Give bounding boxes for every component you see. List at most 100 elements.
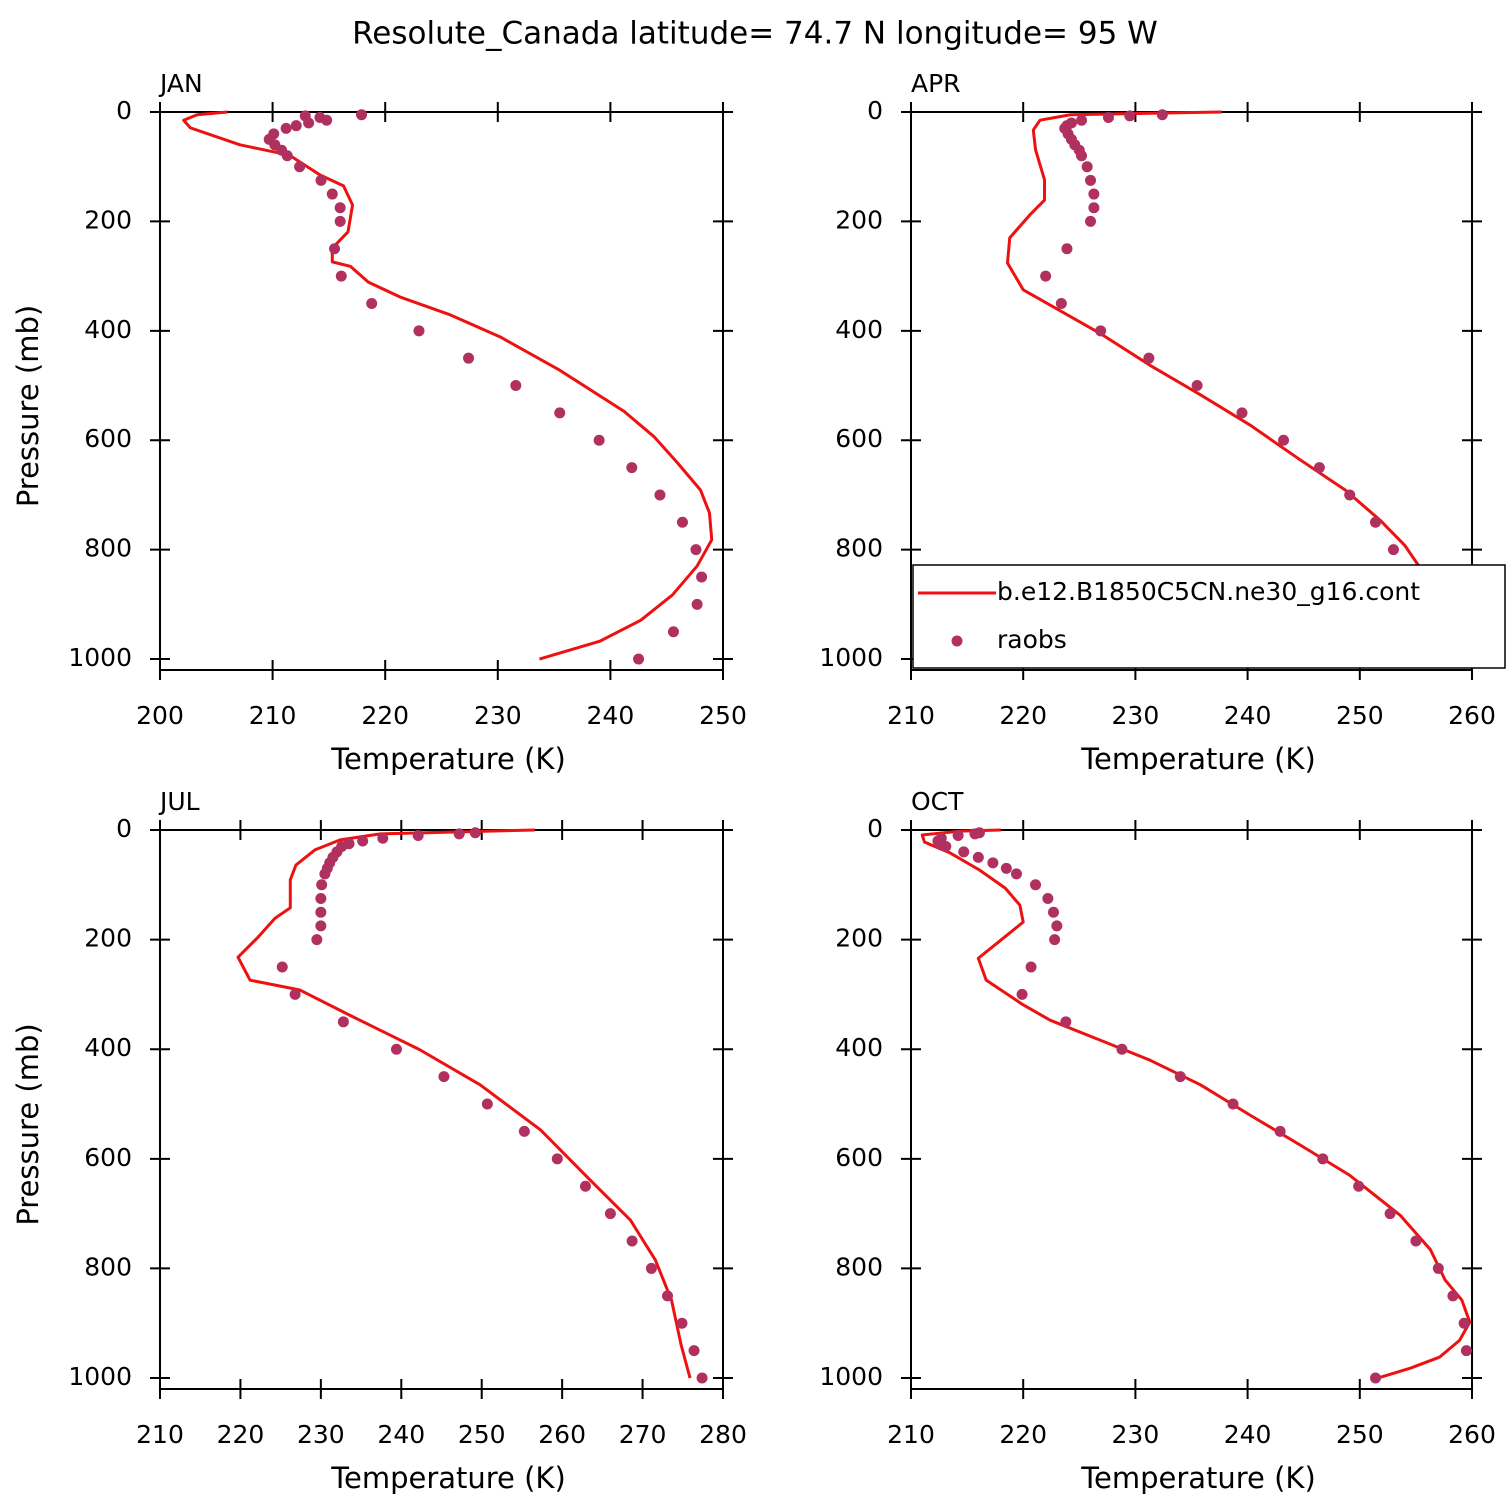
y-tick-label: 1000 (819, 643, 883, 672)
panel: JUL 210 220 230 240 250 260 270 280 0 200 400 600 800… (11, 787, 747, 1495)
obs-dot (337, 1016, 349, 1028)
obs-dot (1016, 988, 1028, 1000)
obs-dot (343, 838, 355, 850)
obs-dot (1040, 270, 1052, 282)
x-tick-label: 210 (887, 701, 935, 730)
obs-dot (1088, 188, 1100, 200)
obs-dot (688, 1345, 700, 1357)
obs-dot (1051, 920, 1063, 932)
plot-frame (159, 829, 724, 1390)
panel-title: JUL (158, 787, 200, 816)
x-tick-label: 240 (587, 701, 635, 730)
profile-line (182, 110, 714, 661)
obs-dot (1085, 174, 1097, 186)
obs-dot (691, 598, 703, 610)
y-tick-label: 400 (835, 315, 883, 344)
obs-dot (518, 1125, 530, 1137)
obs-dot (510, 380, 522, 392)
obs-dot (469, 827, 481, 839)
x-tick-label: 240 (1224, 1420, 1272, 1449)
x-tick-label: 220 (999, 701, 1047, 730)
obs-dot (667, 626, 679, 638)
obs-dot (357, 835, 369, 847)
obs-dot (1191, 380, 1203, 392)
obs-dot (633, 653, 645, 665)
obs-dot (1061, 243, 1073, 255)
obs-dot (1049, 934, 1061, 946)
obs-dot (1410, 1235, 1422, 1247)
obs-dot (1065, 117, 1077, 129)
obs-dot (1174, 1071, 1186, 1083)
y-tick-label: 600 (835, 424, 883, 453)
obs-dot (294, 161, 306, 173)
x-tick-label: 250 (1336, 701, 1384, 730)
x-tick-label: 220 (361, 701, 409, 730)
obs-dot (696, 1372, 708, 1384)
obs-dot (1047, 906, 1059, 918)
panel: APR 210 220 230 240 250 260 0 200 400 600 800 1000 Te… (819, 69, 1506, 776)
panel-title: APR (911, 69, 961, 98)
obs-dot (1317, 1153, 1329, 1165)
y-axis-label: Pressure (mb) (11, 305, 45, 507)
x-tick-label: 210 (887, 1420, 935, 1449)
y-tick-label: 800 (84, 534, 132, 563)
obs-dot (1278, 434, 1290, 446)
obs-dot (1227, 1098, 1239, 1110)
x-tick-label: 230 (1112, 701, 1160, 730)
y-tick-label: 0 (116, 96, 132, 125)
obs-dot (326, 188, 338, 200)
obs-dot (453, 828, 465, 840)
panel-title: JAN (158, 69, 203, 98)
obs-dot (356, 109, 368, 121)
plot-frame (159, 111, 724, 671)
obs-dot (334, 202, 346, 214)
obs-dot (935, 832, 947, 844)
obs-dot (315, 920, 327, 932)
obs-dot (315, 893, 327, 905)
y-tick-label: 800 (835, 1252, 883, 1281)
figure-title: Resolute_Canada latitude= 74.7 N longitu… (352, 16, 1158, 52)
x-tick-label: 280 (699, 1420, 747, 1449)
obs-dot (676, 516, 688, 528)
obs-dot (1055, 297, 1067, 309)
obs-dot (645, 1262, 657, 1274)
obs-dot (1060, 1016, 1072, 1028)
x-tick-label: 240 (377, 1420, 425, 1449)
obs-dot (280, 122, 292, 134)
y-tick-label: 400 (84, 1033, 132, 1062)
obs-dot (335, 270, 347, 282)
obs-dot (952, 829, 964, 841)
obs-dot (412, 829, 424, 841)
obs-dot (289, 988, 301, 1000)
obs-dot (972, 851, 984, 863)
obs-dot (315, 174, 327, 186)
obs-dot (276, 961, 288, 973)
obs-dot (315, 906, 327, 918)
obs-dot (1081, 161, 1093, 173)
obs-dot (311, 934, 323, 946)
obs-dot (390, 1043, 402, 1055)
obs-dot (1088, 202, 1100, 214)
obs-dot (593, 434, 605, 446)
obs-dot (1030, 879, 1042, 891)
y-tick-label: 0 (867, 814, 883, 843)
x-tick-label: 260 (1448, 701, 1496, 730)
y-tick-label: 800 (84, 1252, 132, 1281)
y-tick-label: 1000 (68, 1362, 132, 1391)
obs-dot (463, 352, 475, 364)
y-tick-label: 1000 (68, 643, 132, 672)
obs-dot (626, 1235, 638, 1247)
obs-dot (481, 1098, 493, 1110)
x-tick-label: 260 (1448, 1420, 1496, 1449)
x-tick-label: 230 (1112, 1420, 1160, 1449)
x-tick-label: 250 (1336, 1420, 1384, 1449)
obs-dot (690, 544, 702, 556)
obs-dot (1460, 1345, 1472, 1357)
y-tick-label: 200 (835, 924, 883, 953)
y-tick-label: 200 (84, 205, 132, 234)
obs-dot (676, 1317, 688, 1329)
legend-frame (912, 564, 1506, 669)
obs-dot (958, 846, 970, 858)
